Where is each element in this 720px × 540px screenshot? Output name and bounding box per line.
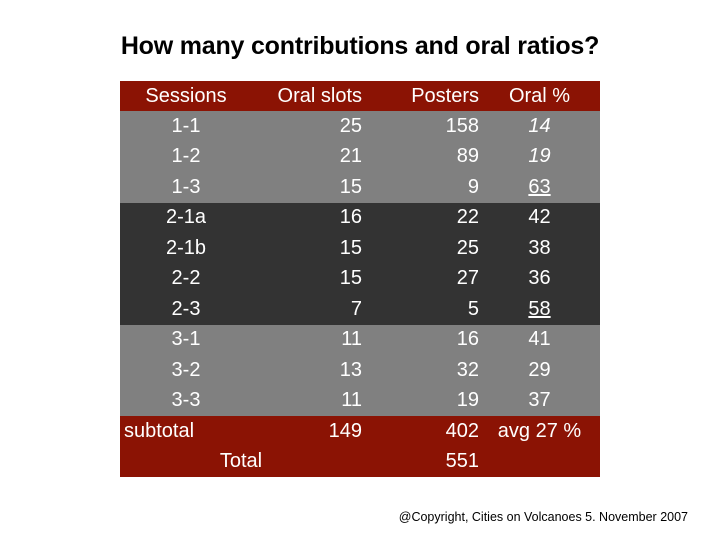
posters-cell: 22 — [456, 206, 479, 229]
posters-cell: 19 — [456, 389, 479, 412]
table-row: 3-2 13 32 29 — [120, 355, 600, 386]
oral-slots-cell: 13 — [339, 358, 362, 381]
posters-cell: 27 — [456, 267, 479, 290]
table-row: 2-1a 16 22 42 — [120, 202, 600, 233]
total-row: Total 551 — [120, 446, 600, 477]
session-cell: 3-1 — [171, 328, 201, 351]
posters-cell: 158 — [445, 114, 479, 137]
session-cell: 1-2 — [171, 145, 201, 168]
header-oral-pct: Oral % — [508, 84, 571, 107]
subtotal-oral-pct: avg 27 % — [497, 419, 582, 442]
slide-title: How many contributions and oral ratios? — [120, 32, 600, 60]
oral-slots-cell: 7 — [350, 297, 362, 320]
oral-pct-cell: 37 — [528, 389, 551, 412]
session-cell: 1-1 — [171, 114, 201, 137]
oral-pct-cell: 19 — [528, 145, 551, 168]
subtotal-label: subtotal — [124, 419, 195, 442]
table-row: 3-3 11 19 37 — [120, 385, 600, 416]
total-posters: 551 — [445, 450, 479, 473]
oral-pct-cell: 38 — [528, 236, 551, 259]
table-row: 3-1 11 16 41 — [120, 324, 600, 355]
session-cell: 3-3 — [171, 389, 201, 412]
header-oral-slots: Oral slots — [277, 84, 362, 107]
oral-pct-cell: 41 — [528, 328, 551, 351]
session-cell: 2-3 — [171, 297, 201, 320]
oral-slots-cell: 11 — [341, 389, 362, 412]
oral-pct-cell: 36 — [528, 267, 551, 290]
oral-pct-cell: 29 — [528, 358, 551, 381]
total-label: Total — [219, 450, 263, 473]
table-row: 1-2 21 89 19 — [120, 141, 600, 172]
oral-slots-cell: 16 — [339, 206, 362, 229]
session-cell: 2-2 — [171, 267, 201, 290]
header-posters: Posters — [411, 84, 479, 107]
header-sessions: Sessions — [145, 84, 227, 107]
subtotal-oral-slots: 149 — [328, 419, 362, 442]
oral-slots-cell: 15 — [339, 175, 362, 198]
posters-cell: 9 — [467, 175, 479, 198]
oral-slots-cell: 25 — [339, 114, 362, 137]
session-cell: 3-2 — [171, 358, 201, 381]
copyright-notice: @Copyright, Cities on Volcanoes 5. Novem… — [398, 510, 688, 524]
oral-slots-cell: 21 — [339, 145, 362, 168]
table-row: 1-3 15 9 63 — [120, 172, 600, 203]
oral-pct-cell: 14 — [528, 114, 551, 137]
session-cell: 1-3 — [171, 175, 201, 198]
oral-slots-cell: 15 — [339, 236, 362, 259]
posters-cell: 5 — [467, 297, 479, 320]
oral-slots-cell: 11 — [341, 328, 362, 351]
oral-pct-cell: 63 — [528, 175, 551, 198]
oral-pct-cell: 58 — [528, 297, 551, 320]
table-row: 2-3 7 5 58 — [120, 294, 600, 325]
subtotal-row: subtotal 149 402 avg 27 % — [120, 416, 600, 447]
session-cell: 2-1a — [165, 206, 207, 229]
subtotal-posters: 402 — [445, 419, 479, 442]
oral-slots-cell: 15 — [339, 267, 362, 290]
table-row: 2-1b 15 25 38 — [120, 233, 600, 264]
posters-cell: 25 — [456, 236, 479, 259]
contributions-table: Sessions Oral slots Posters Oral % 1-1 2… — [120, 81, 600, 477]
posters-cell: 16 — [456, 328, 479, 351]
posters-cell: 89 — [456, 145, 479, 168]
table-row: 2-2 15 27 36 — [120, 263, 600, 294]
table-row: 1-1 25 158 14 — [120, 111, 600, 142]
table-header-row: Sessions Oral slots Posters Oral % — [120, 81, 600, 111]
session-cell: 2-1b — [165, 236, 207, 259]
oral-pct-cell: 42 — [528, 206, 551, 229]
posters-cell: 32 — [456, 358, 479, 381]
